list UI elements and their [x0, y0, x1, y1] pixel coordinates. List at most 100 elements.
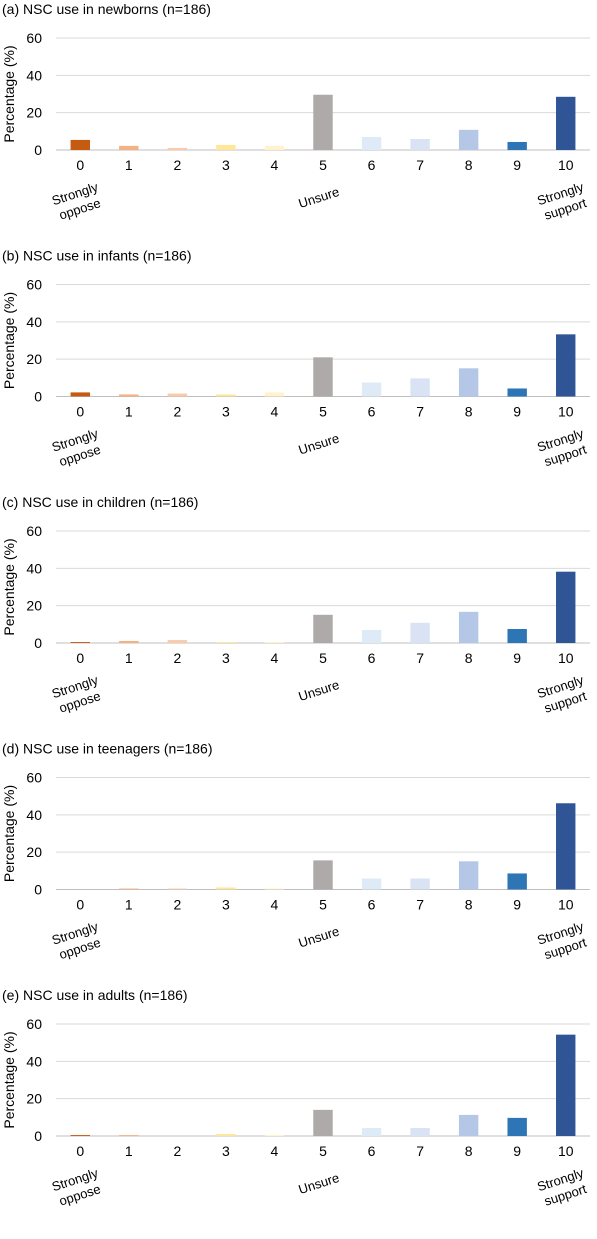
bar-5	[313, 614, 333, 643]
y-tick-label: 20	[26, 105, 42, 121]
bar-3	[216, 642, 236, 643]
x-tick-label: 0	[76, 1143, 84, 1159]
bar-5	[313, 94, 333, 150]
x-tick-label: 10	[558, 157, 574, 173]
x-tick-label: 10	[558, 1143, 574, 1159]
bar-5	[313, 357, 333, 397]
x-annotation-strongly-support: Stronglysupport	[535, 426, 590, 470]
x-annotation-unsure: Unsure	[297, 184, 342, 211]
x-tick-label: 8	[465, 404, 473, 420]
y-tick-label: 20	[26, 351, 42, 367]
bar-8	[458, 1114, 479, 1136]
x-tick-label: 5	[319, 650, 327, 666]
x-tick-label: 9	[513, 1143, 521, 1159]
bar-8	[458, 611, 479, 643]
y-tick-label: 20	[26, 844, 42, 860]
x-tick-label: 3	[222, 404, 230, 420]
x-tick-label: 1	[125, 1143, 133, 1159]
bar-7	[410, 378, 430, 397]
bar-3	[216, 887, 236, 890]
y-tick-label: 60	[26, 30, 42, 46]
x-tick-label: 7	[416, 650, 424, 666]
bar-7	[410, 1127, 430, 1136]
x-tick-label: 7	[416, 1143, 424, 1159]
x-tick-label: 2	[173, 1143, 181, 1159]
x-tick-label: 0	[76, 157, 84, 173]
x-tick-label: 8	[465, 897, 473, 913]
y-tick-label: 0	[34, 635, 42, 651]
bar-9	[507, 388, 527, 397]
x-tick-label: 2	[173, 404, 181, 420]
bar-4	[264, 1135, 285, 1136]
bar-6	[361, 136, 382, 150]
bar-0	[70, 1135, 90, 1136]
bar-4	[264, 145, 285, 150]
bar-7	[410, 878, 430, 890]
x-tick-label: 3	[222, 650, 230, 666]
bar-0	[70, 642, 90, 643]
y-tick-label: 40	[26, 560, 42, 576]
bar-8	[458, 861, 479, 890]
x-annotation-unsure: Unsure	[297, 677, 342, 704]
x-tick-label: 2	[173, 650, 181, 666]
y-tick-label: 60	[26, 1016, 42, 1032]
y-axis-title: Percentage (%)	[1, 1031, 17, 1128]
x-tick-label: 6	[368, 404, 376, 420]
x-annotation-strongly-oppose: Stronglyoppose	[50, 179, 105, 223]
chart-title: (e) NSC use in adults (n=186)	[2, 987, 188, 1003]
x-annotation-unsure: Unsure	[297, 1170, 342, 1197]
x-annotation-strongly-oppose: Stronglyoppose	[50, 426, 105, 470]
x-tick-label: 4	[271, 650, 279, 666]
bar-6	[361, 382, 382, 397]
bar-6	[361, 878, 382, 890]
x-tick-label: 5	[319, 897, 327, 913]
x-tick-label: 3	[222, 157, 230, 173]
y-tick-label: 40	[26, 807, 42, 823]
x-annotation-strongly-support: Stronglysupport	[535, 672, 590, 716]
x-tick-label: 3	[222, 897, 230, 913]
bar-9	[507, 1117, 527, 1136]
bar-0	[70, 392, 90, 397]
x-tick-label: 4	[271, 897, 279, 913]
x-tick-label: 7	[416, 897, 424, 913]
bar-4	[264, 392, 285, 397]
x-tick-label: 7	[416, 157, 424, 173]
y-tick-label: 60	[26, 277, 42, 293]
chart-title: (a) NSC use in newborns (n=186)	[2, 1, 211, 17]
bar-10	[556, 1034, 576, 1136]
x-tick-label: 0	[76, 650, 84, 666]
bar-2	[167, 640, 188, 643]
y-axis-title: Percentage (%)	[1, 45, 17, 142]
y-tick-label: 20	[26, 1091, 42, 1107]
bar-10	[556, 571, 576, 643]
bar-3	[216, 144, 236, 150]
x-annotation-strongly-oppose: Stronglyoppose	[50, 672, 105, 716]
x-tick-label: 6	[368, 897, 376, 913]
x-tick-label: 4	[271, 157, 279, 173]
x-tick-label: 9	[513, 897, 521, 913]
y-tick-label: 0	[34, 389, 42, 405]
bar-1	[119, 888, 139, 890]
x-tick-label: 9	[513, 157, 521, 173]
x-tick-label: 6	[368, 157, 376, 173]
x-tick-label: 0	[76, 404, 84, 420]
bar-6	[361, 629, 382, 643]
x-tick-label: 8	[465, 1143, 473, 1159]
x-tick-label: 2	[173, 897, 181, 913]
x-annotation-strongly-oppose: Stronglyoppose	[50, 1165, 105, 1209]
bar-3	[216, 1133, 236, 1136]
y-tick-label: 20	[26, 598, 42, 614]
x-annotation-strongly-support: Stronglysupport	[535, 179, 590, 223]
x-annotation-strongly-oppose: Stronglyoppose	[50, 919, 105, 963]
bar-1	[119, 1135, 139, 1136]
chart-panel: (b) NSC use in infants (n=186)0204060Per…	[1, 248, 590, 470]
bar-7	[410, 138, 430, 150]
chart-title: (c) NSC use in children (n=186)	[2, 494, 198, 510]
x-tick-label: 4	[271, 1143, 279, 1159]
x-tick-label: 1	[125, 404, 133, 420]
x-annotation-unsure: Unsure	[297, 923, 342, 950]
bar-9	[507, 873, 527, 890]
x-tick-label: 6	[368, 1143, 376, 1159]
bar-10	[556, 803, 576, 890]
bar-9	[507, 141, 527, 150]
